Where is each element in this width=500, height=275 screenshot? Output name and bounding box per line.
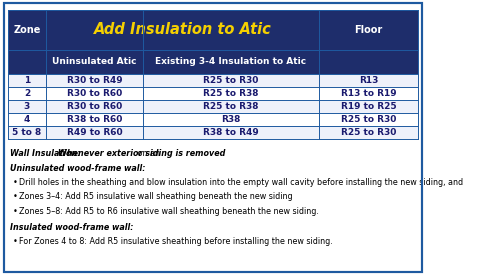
Text: Uninsulated wood-frame wall:: Uninsulated wood-frame wall: [10,164,145,172]
Text: •: • [13,178,18,187]
Bar [8,10,418,50]
Text: 5 to 8: 5 to 8 [12,128,42,137]
Text: Wall Insulation:: Wall Insulation: [10,148,83,158]
Text: Zones 3–4: Add R5 insulative wall sheathing beneath the new siding: Zones 3–4: Add R5 insulative wall sheath… [19,192,293,202]
Text: For Zones 4 to 8: Add R5 insulative sheathing before installing the new siding.: For Zones 4 to 8: Add R5 insulative shea… [19,237,333,246]
Text: R25 to R30: R25 to R30 [341,115,396,124]
Bar [8,113,418,126]
Text: R49 to R60: R49 to R60 [67,128,122,137]
Text: Floor: Floor [354,24,382,35]
Bar [8,74,418,87]
Text: Existing 3-4 Insulation to Atic: Existing 3-4 Insulation to Atic [156,57,306,66]
Text: R25 to R30: R25 to R30 [204,76,258,85]
Text: on an: on an [136,148,160,158]
Text: 1: 1 [24,76,30,85]
Text: R25 to R38: R25 to R38 [204,89,259,98]
Text: •: • [13,207,18,216]
Text: R30 to R60: R30 to R60 [67,89,122,98]
Text: R25 to R30: R25 to R30 [341,128,396,137]
Text: Add Insulation to Atic: Add Insulation to Atic [94,22,272,37]
Text: 2: 2 [24,89,30,98]
Bar [8,87,418,100]
Text: R13 to R19: R13 to R19 [341,89,396,98]
Text: 4: 4 [24,115,30,124]
Text: 3: 3 [24,102,30,111]
Text: Zone: Zone [14,24,40,35]
Text: •: • [13,192,18,202]
Text: •: • [13,237,18,246]
Text: Whenever exterior siding is removed: Whenever exterior siding is removed [58,148,225,158]
Text: Zones 5–8: Add R5 to R6 insulative wall sheathing beneath the new siding.: Zones 5–8: Add R5 to R6 insulative wall … [19,207,319,216]
Text: R30 to R49: R30 to R49 [67,76,122,85]
Text: Insulated wood-frame wall:: Insulated wood-frame wall: [10,222,134,232]
Text: R38: R38 [222,115,240,124]
Bar [8,126,418,139]
Text: R38 to R60: R38 to R60 [67,115,122,124]
Text: R19 to R25: R19 to R25 [341,102,396,111]
FancyBboxPatch shape [4,3,422,272]
Text: R30 to R60: R30 to R60 [67,102,122,111]
Bar [8,100,418,113]
Bar [8,50,418,74]
Text: R25 to R38: R25 to R38 [204,102,259,111]
Text: R38 to R49: R38 to R49 [203,128,259,137]
Text: R13: R13 [359,76,378,85]
Text: Drill holes in the sheathing and blow insulation into the empty wall cavity befo: Drill holes in the sheathing and blow in… [19,178,464,187]
Text: Uninsulated Atic: Uninsulated Atic [52,57,137,66]
